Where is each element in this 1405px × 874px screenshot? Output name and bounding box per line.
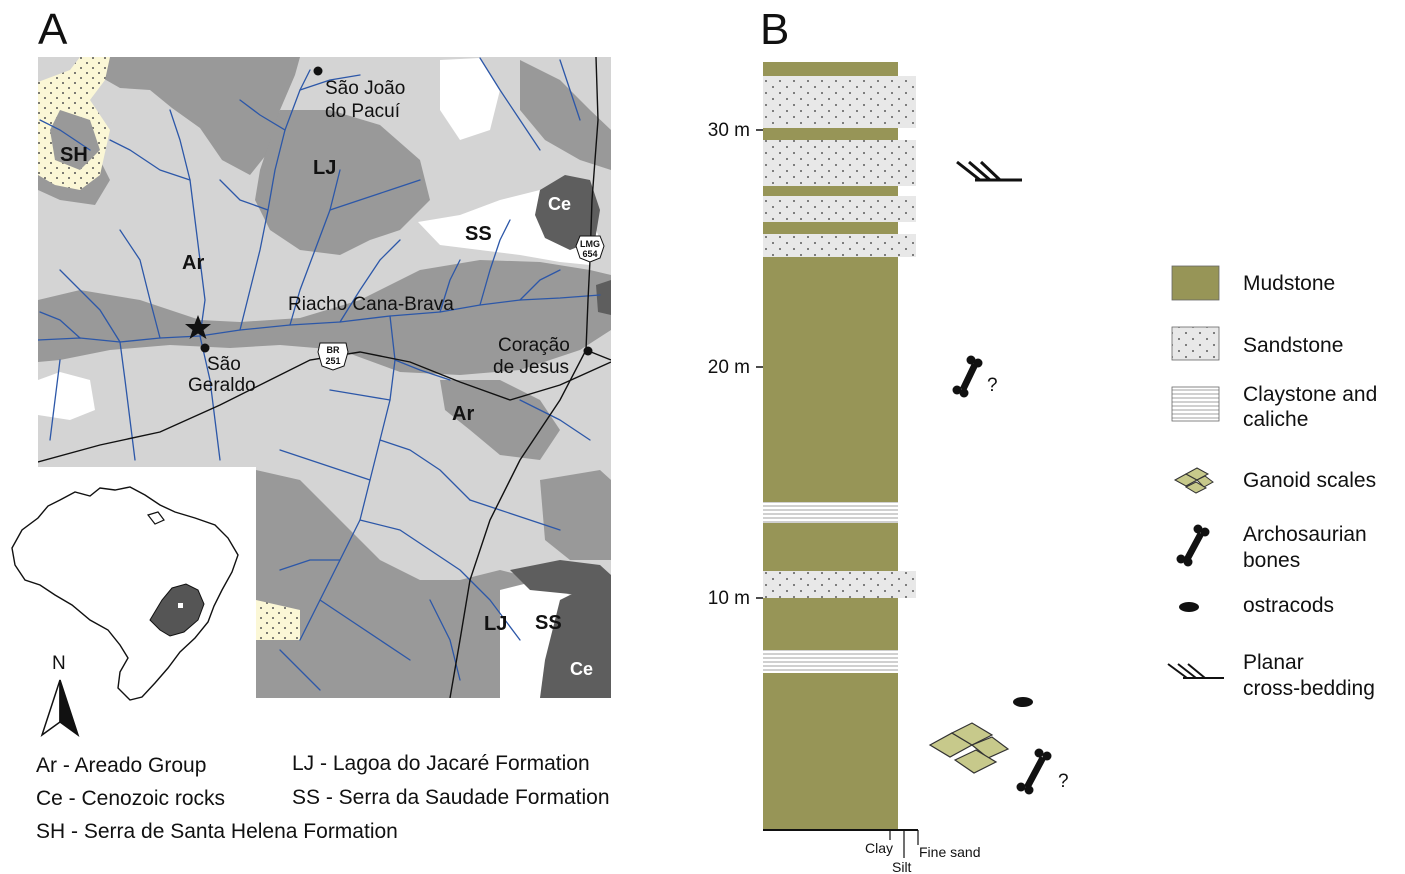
sh-label: SH xyxy=(60,144,88,166)
claystone-caliche-bed xyxy=(763,650,898,673)
panel-a-letter: A xyxy=(38,5,68,54)
sao-geraldo-label-2: Geraldo xyxy=(188,375,256,396)
sandstone-bed xyxy=(763,140,916,186)
areado-fragment xyxy=(38,57,80,82)
column-legend: Mudstone Sandstone Claystone and caliche… xyxy=(1167,265,1377,700)
coracao-town-dot xyxy=(583,346,593,356)
sao-joao-town-dot xyxy=(313,66,323,76)
sao-joao-label-1: São João xyxy=(325,78,405,99)
riacho-label: Riacho Cana-Brava xyxy=(288,294,454,315)
scale-tick-label: 10 m xyxy=(708,588,750,609)
fossil-site-star-icon xyxy=(185,315,211,339)
br-shield-text-2: 251 xyxy=(325,356,340,366)
lmg-654-shield-icon: LMG 654 xyxy=(575,235,605,263)
bone-icon xyxy=(952,355,983,398)
lj-south-label: LJ xyxy=(484,613,507,635)
brazil-outline xyxy=(11,486,239,701)
sandstone-bed xyxy=(763,196,916,222)
coracao-label-2: de Jesus xyxy=(493,357,569,378)
ostracod-icon xyxy=(1013,697,1033,707)
ss-south-label: SS xyxy=(535,612,562,634)
bone-legend-icon xyxy=(1176,524,1210,567)
island-outline xyxy=(146,511,165,525)
north-label: N xyxy=(52,653,66,674)
legend-bones-1: Archosaurian xyxy=(1243,523,1367,546)
grain-clay-label: Clay xyxy=(865,840,893,856)
legend-ss: SS - Serra da Saudade Formation xyxy=(292,786,610,809)
sandstone-bed xyxy=(763,571,916,598)
stratigraphic-column: 30 m 20 m 10 m Clay Silt Fine sand ? xyxy=(708,62,1069,874)
legend-ostracods: ostracods xyxy=(1243,594,1334,617)
study-area-marker-icon xyxy=(178,603,183,608)
br-251-shield-icon: BR 251 xyxy=(317,342,349,371)
legend-claystone-2: caliche xyxy=(1243,408,1308,431)
legend-crossbed-1: Planar xyxy=(1243,651,1304,674)
cross-bedding-icon xyxy=(956,160,1022,182)
legend-crossbed-2: cross-bedding xyxy=(1243,677,1375,700)
bone-question-mark: ? xyxy=(987,375,998,396)
sao-geraldo-label-1: São xyxy=(207,354,241,375)
sao-joao-label-2: do Pacuí xyxy=(325,101,401,122)
brazil-inset-map xyxy=(11,486,239,701)
minas-gerais-state xyxy=(149,583,205,637)
lmg-shield-text-1: LMG xyxy=(580,239,600,249)
legend-claystone-1: Claystone and xyxy=(1243,383,1377,406)
ostracod-legend-icon xyxy=(1179,602,1199,612)
scale-tick-label: 30 m xyxy=(708,120,750,141)
bone-icon xyxy=(1016,748,1052,795)
legend-ganoid: Ganoid scales xyxy=(1243,469,1376,492)
legend-lj: LJ - Lagoa do Jacaré Formation xyxy=(292,752,590,775)
legend-bones-2: bones xyxy=(1243,549,1300,572)
bone-question-mark: ? xyxy=(1058,771,1069,792)
ss-north-label: SS xyxy=(465,223,492,245)
map-legend: Ar - Areado Group Ce - Cenozoic rocks SH… xyxy=(36,752,610,843)
north-arrow-icon: N xyxy=(40,653,80,737)
sandstone-swatch xyxy=(1171,326,1220,361)
ganoid-scales-icon xyxy=(928,722,1010,774)
coracao-label-1: Coração xyxy=(498,335,570,356)
ar-west-label: Ar xyxy=(182,252,204,274)
mudstone-column xyxy=(763,62,898,830)
mudstone-swatch xyxy=(1171,265,1220,301)
sandstone-bed xyxy=(763,234,916,257)
ar-center-label: Ar xyxy=(452,403,474,425)
geologic-map xyxy=(38,57,611,698)
legend-sh: SH - Serra de Santa Helena Formation xyxy=(36,820,398,843)
ce-east-label: Ce xyxy=(548,194,571,214)
panel-b-letter: B xyxy=(760,5,789,54)
cross-bedding-legend-icon xyxy=(1167,663,1224,679)
br-shield-text-1: BR xyxy=(327,345,340,355)
scale-tick-label: 20 m xyxy=(708,357,750,378)
sao-geraldo-town-dot xyxy=(200,343,210,353)
claystone-caliche-bed xyxy=(763,502,898,523)
grain-fine-sand-label: Fine sand xyxy=(919,844,980,860)
sh-fragment-south xyxy=(256,600,300,640)
ce-south-label: Ce xyxy=(570,659,593,679)
cenozoic-areas xyxy=(510,175,611,698)
lj-north-label: LJ xyxy=(313,157,336,179)
map-labels: São João do Pacuí SH LJ Ce SS Ar Riacho … xyxy=(60,66,605,679)
legend-sandstone: Sandstone xyxy=(1243,334,1343,357)
legend-ce: Ce - Cenozoic rocks xyxy=(36,787,225,810)
legend-mudstone: Mudstone xyxy=(1243,272,1335,295)
grain-silt-label: Silt xyxy=(892,859,912,874)
river-network xyxy=(38,57,601,691)
legend-ar: Ar - Areado Group xyxy=(36,754,206,777)
lmg-shield-text-2: 654 xyxy=(582,249,597,259)
sandstone-bed xyxy=(763,76,916,128)
ganoid-scales-legend-icon xyxy=(1173,467,1214,494)
claystone-swatch xyxy=(1171,386,1220,422)
